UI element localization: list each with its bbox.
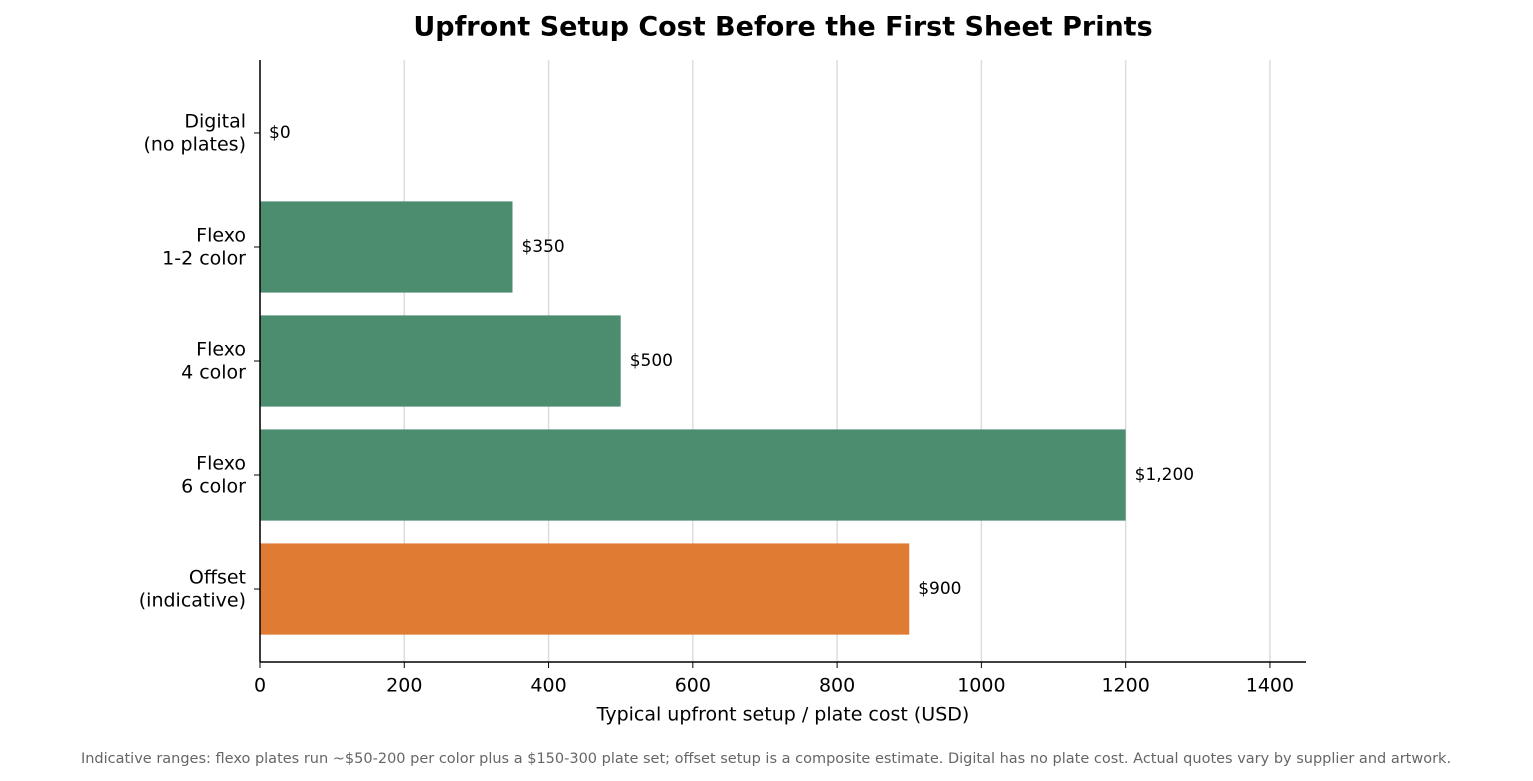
x-tick-label: 1200: [1101, 675, 1149, 697]
bar: [260, 201, 513, 293]
footnote: Indicative ranges: flexo plates run ~$50…: [81, 751, 1451, 767]
x-tick-label: 200: [386, 675, 422, 697]
chart-title: Upfront Setup Cost Before the First Shee…: [413, 12, 1152, 43]
value-label: $350: [521, 237, 564, 257]
y-tick-label: Offset (indicative): [139, 566, 246, 611]
x-tick-label: 400: [530, 675, 566, 697]
value-label: $900: [918, 579, 961, 599]
y-tick-label: Flexo 6 color: [181, 452, 246, 497]
x-tick-label: 800: [819, 675, 855, 697]
y-tick-label: Flexo 4 color: [181, 338, 246, 383]
y-tick-label: Flexo 1-2 color: [162, 224, 246, 269]
bar: [260, 543, 910, 635]
y-tick-label: Digital (no plates): [143, 110, 246, 155]
bar: [260, 315, 621, 407]
value-label: $1,200: [1135, 465, 1194, 485]
x-tick-label: 1400: [1246, 675, 1294, 697]
x-axis-label: Typical upfront setup / plate cost (USD): [596, 704, 970, 726]
x-tick-label: 0: [254, 675, 266, 697]
x-tick-label: 1000: [957, 675, 1005, 697]
value-label: $500: [630, 351, 673, 371]
value-label: $0: [269, 123, 291, 143]
bar: [260, 429, 1126, 521]
x-tick-label: 600: [675, 675, 711, 697]
